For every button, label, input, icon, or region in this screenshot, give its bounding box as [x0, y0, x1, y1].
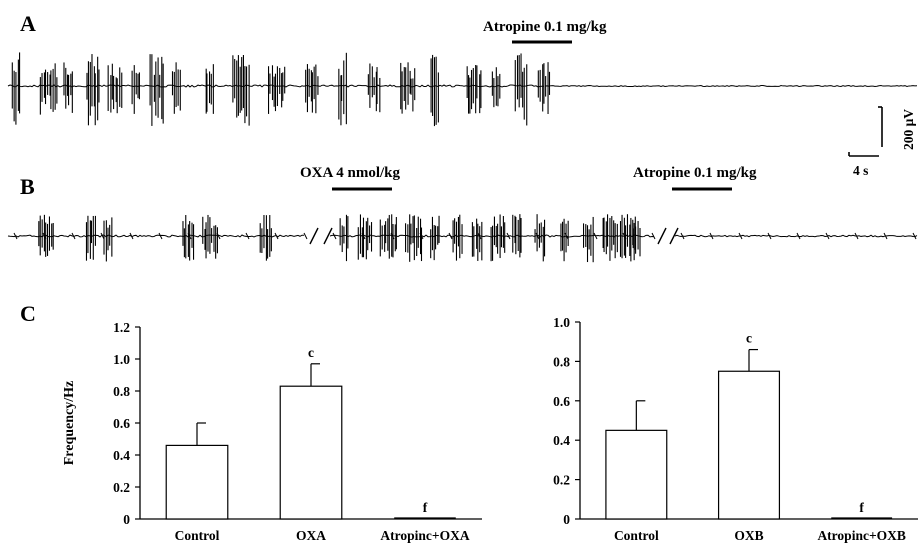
y-tick-label: 0.4 [113, 448, 130, 463]
trace-b [7, 214, 918, 263]
category-label: OXB [734, 528, 763, 543]
y-tick-label: 0.6 [113, 416, 130, 431]
trace-b-stimulus-mark [738, 232, 743, 240]
trace-b-stimulus-mark [767, 232, 772, 240]
trace-b-stimulus-mark [332, 232, 337, 240]
y-tick-label: 1.0 [553, 315, 570, 330]
trace-b-break-mark [657, 227, 667, 245]
category-label: Control [614, 528, 659, 543]
y-tick-label: 0 [563, 512, 570, 527]
trace-b-stimulus-mark [274, 232, 279, 240]
y-tick-label: 0.2 [553, 473, 570, 488]
trace-b-baseline-atropine [674, 234, 918, 238]
trace-b-baseline-oxa [329, 234, 655, 238]
category-label: Atropinc+OXB [817, 528, 905, 543]
trace-b-stimulus-mark [13, 232, 18, 240]
trace-b-break-mark [323, 227, 333, 245]
trace-b-break-mark [309, 227, 319, 245]
panel-a-letter: A [20, 11, 36, 36]
trace-b-break-mark [669, 227, 679, 245]
trace-b-stimulus-mark [129, 232, 134, 240]
significance-label: f [859, 500, 864, 515]
time-scale-label: 4 s [853, 163, 868, 178]
trace-b-stimulus-mark [506, 232, 511, 240]
y-tick-label: 0.8 [113, 384, 130, 399]
trace-b-stimulus-mark [796, 232, 801, 240]
y-tick-label: 0.6 [553, 394, 570, 409]
bar [717, 370, 781, 520]
trace-b-stimulus-mark [912, 232, 917, 240]
trace-b-stimulus-mark [883, 232, 888, 240]
significance-label: c [746, 331, 752, 346]
bar [165, 444, 229, 520]
trace-b-stimulus-mark [245, 232, 250, 240]
trace-b-stimulus-mark [71, 232, 76, 240]
trace-b-stimulus-mark [825, 232, 830, 240]
y-tick-label: 0.2 [113, 480, 130, 495]
trace-b-stimulus-mark [448, 232, 453, 240]
panel-c-letter: C [20, 301, 36, 326]
trace-b-drug-label-oxa: OXA 4 nmol/kg [300, 165, 401, 181]
trace-b-drug-label-atropine: Atropine 0.1 mg/kg [633, 165, 757, 181]
bar [605, 429, 668, 520]
trace-b-baseline [7, 234, 305, 238]
y-tick-label: 0.8 [553, 354, 570, 369]
y-tick-label: 1.0 [113, 352, 130, 367]
trace-a-drug-label: Atropine 0.1 mg/kg [483, 19, 607, 35]
y-tick-label: 1.2 [113, 320, 130, 335]
trace-b-stimulus-mark [854, 232, 859, 240]
trace-b-stimulus-mark [303, 232, 308, 240]
bar-chart-oxa: 0 0.2 0.4 0.6 0.8 1.0 1.2 Frequency/Hz Control c O… [62, 320, 482, 543]
y-axis-title: Frequency/Hz [62, 381, 77, 466]
bar [279, 385, 343, 520]
trace-a [7, 52, 918, 127]
category-label: OXA [296, 528, 326, 543]
trace-b-stimulus-mark [680, 232, 685, 240]
bar-chart-oxb: 0 0.2 0.4 0.6 0.8 1.0 Control c OXB f Atropinc+OXB [553, 315, 918, 543]
category-label: Control [175, 528, 220, 543]
voltage-scale-label: 200 μV [901, 109, 916, 150]
trace-b-stimulus-mark [709, 232, 714, 240]
significance-label: f [423, 500, 428, 515]
trace-b-stimulus-mark [158, 232, 163, 240]
trace-a-baseline-atropine [544, 85, 918, 88]
y-tick-label: 0.4 [553, 433, 570, 448]
trace-b-stimulus-mark [593, 232, 598, 240]
panel-b-letter: B [20, 174, 35, 199]
y-tick-label: 0 [123, 512, 130, 527]
significance-label: c [308, 345, 314, 360]
trace-b-stimulus-mark [651, 232, 656, 240]
category-label: Atropinc+OXA [380, 528, 469, 543]
